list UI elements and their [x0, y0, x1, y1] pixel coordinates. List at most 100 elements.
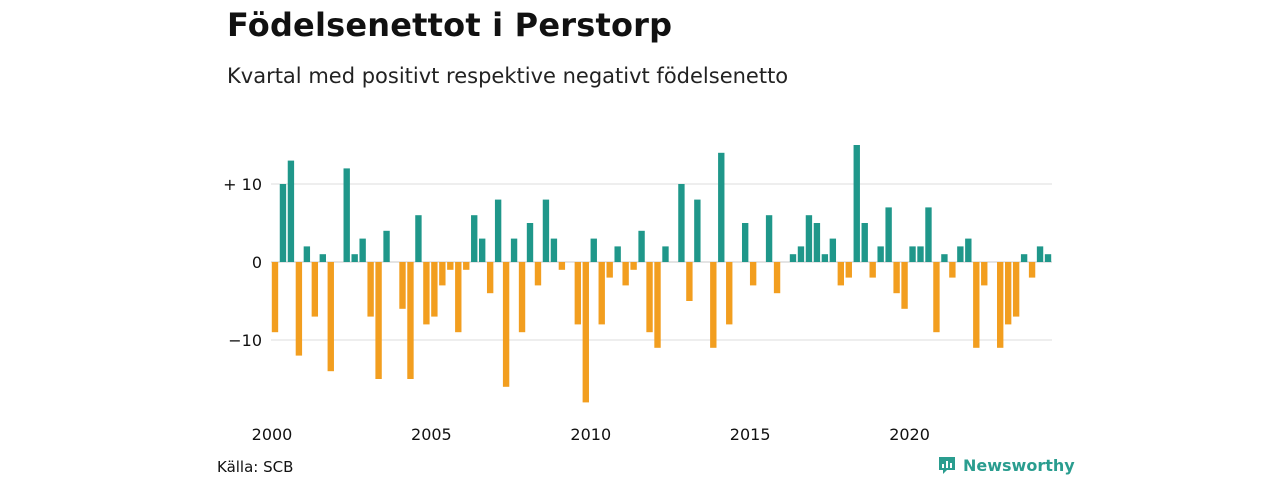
bar — [869, 262, 876, 278]
bar — [877, 246, 884, 262]
bar — [638, 230, 645, 262]
bar — [957, 246, 964, 262]
bar — [718, 152, 725, 262]
bar — [1036, 246, 1044, 262]
bar — [933, 262, 940, 333]
bar — [805, 215, 813, 262]
bar — [463, 262, 470, 270]
bar — [343, 168, 350, 262]
bar — [359, 238, 366, 262]
bar — [534, 262, 542, 286]
bar — [367, 262, 374, 317]
bar — [941, 254, 948, 262]
bar — [909, 246, 916, 262]
bar — [526, 223, 534, 262]
bar — [471, 215, 478, 262]
brand-name: Newsworthy — [963, 455, 1075, 475]
x-tick-label: 2020 — [889, 425, 930, 444]
bar — [287, 160, 295, 262]
bar — [598, 262, 605, 325]
bar — [542, 199, 550, 262]
bar — [582, 262, 589, 403]
bar — [415, 215, 422, 262]
bar — [662, 246, 669, 262]
bar — [893, 262, 900, 294]
bar — [295, 262, 303, 356]
bar — [925, 207, 932, 262]
bar — [502, 262, 510, 387]
bar — [1012, 262, 1020, 317]
bar — [1020, 254, 1028, 262]
bar — [375, 262, 382, 379]
bar — [981, 262, 988, 286]
bar — [558, 262, 566, 270]
bar — [813, 223, 821, 262]
bar — [901, 262, 908, 309]
bar — [686, 262, 693, 301]
bar — [654, 262, 661, 348]
chart-subtitle: Kvartal med positivt respektive negativt… — [227, 64, 789, 88]
bar — [789, 254, 797, 262]
bar — [726, 262, 733, 325]
bar — [837, 262, 844, 286]
bar — [455, 262, 462, 333]
bar — [439, 262, 446, 286]
bar — [399, 262, 406, 309]
bar — [351, 254, 358, 262]
bar — [1044, 254, 1052, 262]
bar — [518, 262, 526, 333]
x-tick-label: 2005 — [411, 425, 452, 444]
bar — [383, 230, 390, 262]
bar — [431, 262, 438, 317]
source-note: Källa: SCB — [217, 458, 294, 476]
bar — [590, 238, 597, 262]
bar — [606, 262, 613, 278]
bar — [845, 262, 852, 278]
x-tick-label: 2010 — [570, 425, 611, 444]
bar — [486, 262, 494, 294]
bar — [479, 238, 486, 262]
bar — [821, 254, 829, 262]
bar — [510, 238, 518, 262]
x-tick-label: 2000 — [252, 425, 293, 444]
bar — [271, 262, 279, 333]
bar — [319, 254, 326, 262]
bar — [949, 262, 956, 278]
bar — [630, 262, 637, 270]
chart-title: Födelsenettot i Perstorp — [227, 6, 673, 44]
bar — [861, 223, 868, 262]
bar — [327, 262, 334, 372]
bar — [773, 262, 781, 294]
bar — [917, 246, 924, 262]
bar — [303, 246, 311, 262]
newsworthy-logo-icon — [937, 455, 957, 475]
brand-logo: Newsworthy — [937, 455, 1075, 475]
bar-chart: + 10 0 −10 2000 2005 2010 2015 2020 — [223, 145, 1052, 444]
bar — [646, 262, 653, 333]
bar — [885, 207, 892, 262]
bar — [574, 262, 582, 325]
bar — [622, 262, 629, 286]
bar — [494, 199, 502, 262]
bar — [829, 238, 837, 262]
y-tick-label: −10 — [228, 331, 262, 350]
bar — [447, 262, 454, 270]
bar — [1028, 262, 1036, 278]
bar — [311, 262, 319, 317]
y-tick-label: 0 — [252, 253, 262, 272]
bar — [614, 246, 621, 262]
bar — [741, 223, 749, 262]
bar — [965, 238, 972, 262]
bar — [678, 184, 685, 262]
bar — [973, 262, 980, 348]
x-tick-label: 2015 — [730, 425, 771, 444]
bar — [853, 145, 860, 262]
bar — [710, 262, 717, 348]
bar — [1004, 262, 1012, 325]
bar — [423, 262, 430, 325]
bar — [407, 262, 414, 379]
bar — [765, 215, 773, 262]
bar — [550, 238, 558, 262]
y-tick-label: + 10 — [223, 175, 262, 194]
bar — [694, 199, 701, 262]
